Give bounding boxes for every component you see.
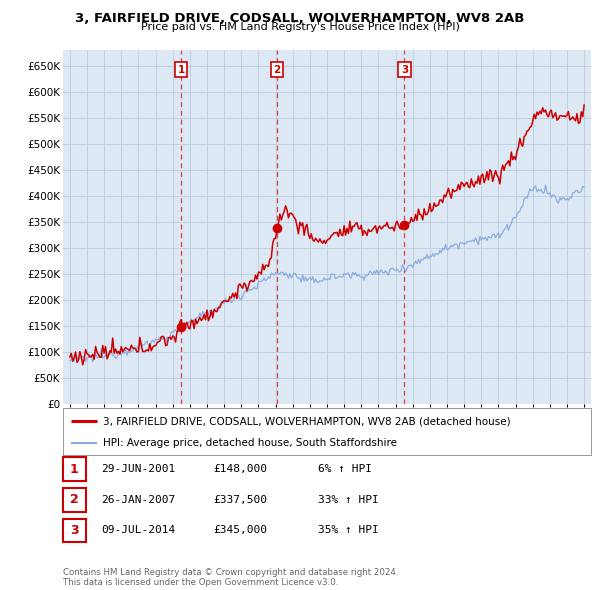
Text: 33% ↑ HPI: 33% ↑ HPI — [318, 495, 379, 504]
Text: Contains HM Land Registry data © Crown copyright and database right 2024.
This d: Contains HM Land Registry data © Crown c… — [63, 568, 398, 587]
Text: 2: 2 — [273, 65, 280, 74]
Text: 3, FAIRFIELD DRIVE, CODSALL, WOLVERHAMPTON, WV8 2AB (detached house): 3, FAIRFIELD DRIVE, CODSALL, WOLVERHAMPT… — [103, 416, 510, 426]
Text: 09-JUL-2014: 09-JUL-2014 — [101, 526, 175, 535]
Text: 35% ↑ HPI: 35% ↑ HPI — [318, 526, 379, 535]
Text: 3, FAIRFIELD DRIVE, CODSALL, WOLVERHAMPTON, WV8 2AB: 3, FAIRFIELD DRIVE, CODSALL, WOLVERHAMPT… — [76, 12, 524, 25]
Text: 1: 1 — [178, 65, 185, 74]
Text: 6% ↑ HPI: 6% ↑ HPI — [318, 464, 372, 474]
Text: 26-JAN-2007: 26-JAN-2007 — [101, 495, 175, 504]
Text: £337,500: £337,500 — [213, 495, 267, 504]
Text: 29-JUN-2001: 29-JUN-2001 — [101, 464, 175, 474]
Text: £345,000: £345,000 — [213, 526, 267, 535]
Text: £148,000: £148,000 — [213, 464, 267, 474]
Text: 3: 3 — [70, 524, 79, 537]
Text: 3: 3 — [401, 65, 408, 74]
Text: HPI: Average price, detached house, South Staffordshire: HPI: Average price, detached house, Sout… — [103, 438, 397, 448]
Text: 2: 2 — [70, 493, 79, 506]
Text: 1: 1 — [70, 463, 79, 476]
Text: Price paid vs. HM Land Registry's House Price Index (HPI): Price paid vs. HM Land Registry's House … — [140, 22, 460, 32]
